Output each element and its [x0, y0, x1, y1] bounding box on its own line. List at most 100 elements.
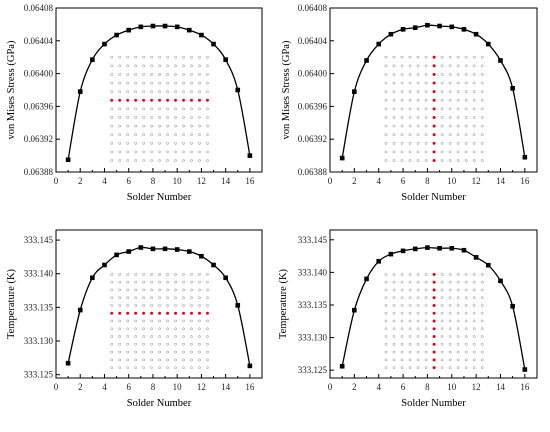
solder-dot — [464, 73, 468, 76]
solder-dot — [464, 288, 468, 292]
y-tick-label: 0.06396 — [24, 101, 54, 111]
solder-dot — [416, 141, 420, 145]
solder-dot — [166, 327, 169, 331]
solder-dot — [408, 81, 412, 85]
x-tick-label: 12 — [472, 176, 481, 186]
solder-dot — [174, 358, 177, 362]
solder-dot — [150, 288, 153, 292]
solder-dot — [424, 296, 428, 300]
solder-dot — [182, 319, 185, 323]
solder-dot — [182, 124, 185, 128]
data-point — [247, 153, 253, 158]
solder-dot — [190, 90, 193, 93]
solder-dot — [118, 150, 122, 154]
solder-dot — [158, 366, 161, 369]
solder-dot — [198, 358, 201, 362]
solder-dot — [392, 366, 396, 369]
solder-dot — [134, 335, 138, 338]
solder-dot — [392, 98, 396, 102]
solder-dot — [448, 358, 452, 362]
solder-dot — [134, 107, 138, 111]
data-point — [437, 245, 442, 251]
highlighted-solder-dot — [432, 141, 436, 145]
solder-dot — [448, 116, 452, 119]
solder-dot — [166, 133, 169, 137]
solder-dot — [440, 159, 444, 162]
solder-dot — [408, 350, 412, 354]
solder-dot — [110, 273, 114, 276]
solder-dot — [480, 273, 484, 276]
solder-dot — [480, 73, 484, 76]
solder-dot — [150, 342, 153, 346]
solder-dot — [392, 73, 396, 76]
data-point — [412, 25, 418, 30]
solder-dot — [480, 150, 484, 154]
solder-dot — [440, 358, 444, 362]
highlighted-solder-dot — [205, 98, 210, 102]
highlighted-solder-dot — [432, 158, 436, 163]
solder-dot — [456, 350, 460, 354]
highlighted-solder-dot — [174, 311, 178, 315]
x-tick-label: 6 — [126, 176, 131, 186]
solder-dot — [158, 141, 161, 145]
solder-dot — [464, 116, 468, 119]
solder-dot — [142, 133, 146, 137]
solder-dot — [126, 358, 130, 362]
solder-dot — [440, 73, 444, 76]
solder-dot — [150, 159, 153, 162]
solder-dot — [110, 327, 114, 331]
x-tick-label: 16 — [520, 382, 530, 392]
solder-dot — [158, 319, 161, 323]
solder-dot — [384, 141, 388, 145]
solder-dot — [400, 64, 404, 68]
solder-dot — [198, 350, 201, 354]
solder-dot — [166, 64, 169, 68]
x-tick-label: 6 — [401, 382, 406, 392]
solder-dot — [464, 311, 468, 315]
x-tick-label: 8 — [151, 176, 156, 186]
solder-dot — [408, 159, 412, 162]
solder-dot — [142, 342, 146, 346]
solder-dot — [198, 73, 201, 76]
solder-dot — [384, 319, 388, 323]
x-tick-label: 6 — [126, 382, 131, 392]
highlighted-solder-dot — [118, 98, 122, 102]
fit-curve — [341, 24, 526, 159]
solder-dot — [480, 90, 484, 93]
solder-dot — [206, 64, 209, 68]
solder-dot — [166, 319, 169, 323]
solder-dot — [190, 296, 193, 300]
plot-frame — [55, 229, 263, 379]
highlighted-solder-dot — [432, 272, 436, 276]
solder-dot — [134, 73, 138, 76]
solder-dot — [424, 350, 428, 354]
solder-dot — [118, 342, 122, 346]
y-tick-label: 333.140 — [24, 269, 54, 279]
solder-dot — [142, 335, 146, 338]
solder-dot — [384, 280, 388, 284]
data-point — [174, 24, 180, 30]
data-point — [485, 262, 491, 268]
highlighted-solder-dot — [181, 311, 186, 315]
highlighted-solder-dot — [181, 98, 186, 102]
solder-dot — [206, 342, 209, 346]
solder-dot — [472, 273, 476, 276]
solder-dot — [126, 116, 130, 119]
solder-dot — [174, 335, 177, 338]
solder-dot — [480, 81, 484, 85]
solder-dot — [174, 304, 177, 307]
solder-dot — [392, 107, 396, 111]
solder-dot — [384, 350, 388, 354]
data-point — [235, 303, 241, 308]
solder-dot — [134, 342, 138, 346]
solder-dot — [384, 55, 388, 59]
solder-dot — [182, 350, 185, 354]
x-tick-label: 16 — [245, 382, 255, 392]
solder-dot — [480, 98, 484, 102]
solder-dot — [456, 55, 460, 59]
solder-dot — [424, 273, 428, 276]
data-point — [65, 157, 71, 162]
solder-dot — [408, 319, 412, 323]
solder-dot — [416, 133, 420, 137]
